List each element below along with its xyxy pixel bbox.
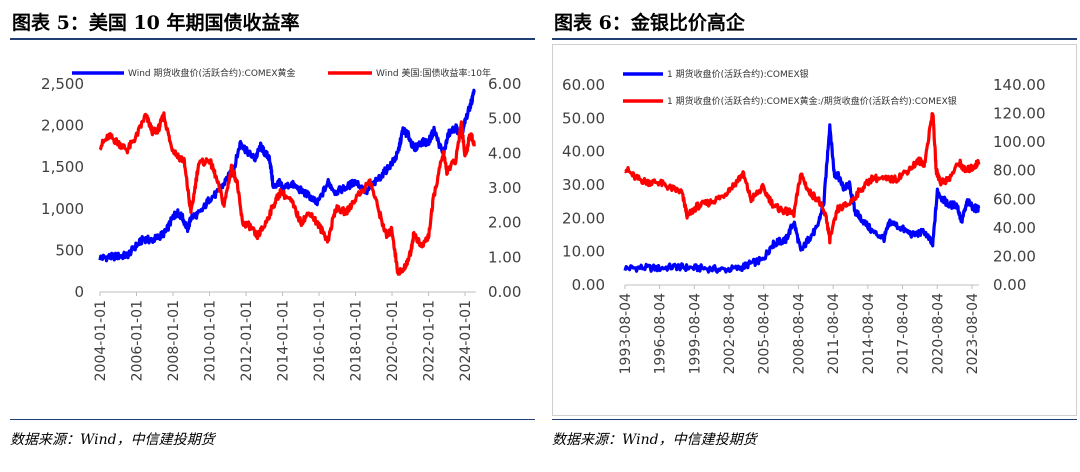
x-tick-label: 2020-08-04	[930, 293, 946, 374]
y-left-tick-label: 30.00	[562, 176, 605, 194]
x-tick-label: 1993-08-04	[618, 293, 634, 374]
y-left-tick-label: 2,500	[41, 75, 84, 93]
y-left-tick-label: 1,000	[41, 200, 84, 218]
y-right-tick-label: 6.00	[488, 75, 521, 93]
legend-label: 1 期货收盘价(活跃合约):COMEX银	[667, 68, 809, 80]
chart-area: 0.00 10.00 20.00 30.00 40.00 50.00 60.00 0.00 20…	[552, 44, 1077, 416]
y-left-tick-label: 0.00	[572, 276, 605, 294]
line-chart: 0.00 10.00 20.00 30.00 40.00 50.00 60.00 0.00 20…	[562, 68, 1046, 374]
title-rule	[552, 38, 1077, 40]
x-tick-label: 2012-01-01	[239, 300, 255, 381]
legend-label: Wind 美国:国债收益率:10年	[376, 67, 491, 79]
y-right-tick-label: 2.00	[488, 214, 521, 232]
x-tick-label: 2022-01-01	[422, 300, 438, 381]
y-right-tick-label: 20.00	[993, 247, 1036, 265]
chart-area: 0 500 1,000 1,500 2,000 2,500 0.00 1.00 2.00 3.00…	[10, 44, 535, 416]
x-tick-label: 2008-08-04	[791, 293, 807, 374]
series-line-2	[624, 111, 981, 245]
series-line-2	[98, 111, 476, 276]
y-right-tick-label: 4.00	[488, 144, 521, 162]
line-chart: 0 500 1,000 1,500 2,000 2,500 0.00 1.00 2.00 3.00…	[41, 67, 521, 381]
series-line-1	[623, 123, 981, 274]
x-tick-label: 2018-01-01	[349, 300, 365, 381]
y-left-tick-label: 1,500	[41, 158, 84, 176]
x-tick-label: 2002-08-04	[722, 293, 738, 374]
y-right-tick-label: 120.00	[993, 105, 1046, 123]
legend-label: 1 期货收盘价(活跃合约):COMEX黄金:/期货收盘价(活跃合约):COMEX…	[667, 95, 957, 107]
y-right-tick-label: 5.00	[488, 110, 521, 128]
x-tick-label: 1996-08-04	[653, 293, 669, 374]
x-tick-label: 2008-01-01	[166, 300, 182, 381]
y-left-tick-label: 2,000	[41, 117, 84, 135]
y-left-tick-label: 60.00	[562, 76, 605, 94]
x-tick-label: 2017-08-04	[896, 293, 912, 374]
series-line-1	[98, 88, 476, 263]
y-right-tick-label: 60.00	[993, 190, 1036, 208]
x-tick-label: 2011-08-04	[826, 293, 842, 374]
x-tick-label: 2024-01-01	[458, 300, 474, 381]
y-right-tick-label: 1.00	[488, 248, 521, 266]
source-note: 数据来源：Wind，中信建投期货	[552, 432, 757, 448]
y-right-tick-label: 80.00	[993, 162, 1036, 180]
x-tick-label: 2014-01-01	[276, 300, 292, 381]
figure-title: 图表 6：金银比价高企	[554, 12, 745, 34]
y-right-tick-label: 140.00	[993, 76, 1046, 94]
y-left-tick-label: 20.00	[562, 209, 605, 227]
bottom-rule	[10, 419, 535, 420]
y-right-tick-label: 100.00	[993, 133, 1046, 151]
x-tick-label: 2023-08-04	[965, 293, 981, 374]
x-tick-label: 2004-01-01	[93, 300, 109, 381]
x-tick-label: 2016-01-01	[312, 300, 328, 381]
source-note: 数据来源：Wind，中信建投期货	[10, 432, 215, 448]
y-right-tick-label: 40.00	[993, 219, 1036, 237]
y-right-tick-label: 0.00	[993, 276, 1026, 294]
right-figure: 图表 6：金银比价高企 0.00 10.00 20.00 30.00 40.00 50.0…	[552, 0, 1080, 472]
y-left-tick-label: 50.00	[562, 109, 605, 127]
x-tick-label: 2006-01-01	[130, 300, 146, 381]
y-left-tick-label: 40.00	[562, 143, 605, 161]
left-figure: 图表 5：美国 10 年期国债收益率 0 500 1,000 1,500 2,000 2,…	[10, 0, 540, 472]
title-rule	[10, 38, 535, 40]
y-right-tick-label: 0.00	[488, 283, 521, 301]
x-tick-label: 2014-08-04	[861, 293, 877, 374]
legend-label: Wind 期货收盘价(活跃合约):COMEX黄金	[128, 67, 296, 79]
figure-title: 图表 5：美国 10 年期国债收益率	[12, 12, 300, 34]
x-tick-label: 2010-01-01	[203, 300, 219, 381]
x-tick-label: 1999-08-04	[687, 293, 703, 374]
bottom-rule	[552, 419, 1077, 420]
y-left-tick-label: 10.00	[562, 243, 605, 261]
y-right-tick-label: 3.00	[488, 179, 521, 197]
y-left-tick-label: 0	[74, 283, 84, 301]
x-tick-label: 2020-01-01	[385, 300, 401, 381]
x-tick-label: 2005-08-04	[757, 293, 773, 374]
y-left-tick-label: 500	[55, 241, 84, 259]
